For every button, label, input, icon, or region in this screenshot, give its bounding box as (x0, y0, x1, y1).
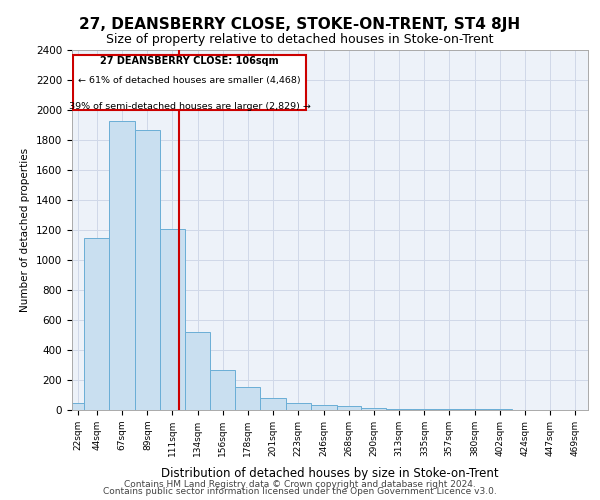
Bar (135, 130, 160, 410)
Bar (160, 228, 185, 410)
Text: 39% of semi-detached houses are larger (2,829) →: 39% of semi-detached houses are larger (… (69, 102, 311, 111)
Bar (461, 409, 487, 410)
Text: Size of property relative to detached houses in Stoke-on-Trent: Size of property relative to detached ho… (106, 32, 494, 46)
Bar (235, 387, 260, 410)
Bar (361, 408, 386, 410)
Bar (337, 406, 361, 410)
Bar (412, 409, 437, 410)
Text: 27 DEANSBERRY CLOSE: 106sqm: 27 DEANSBERRY CLOSE: 106sqm (100, 56, 279, 66)
Bar (211, 370, 235, 410)
Bar (85, 238, 109, 410)
FancyBboxPatch shape (73, 54, 306, 110)
Text: Contains HM Land Registry data © Crown copyright and database right 2024.: Contains HM Land Registry data © Crown c… (124, 480, 476, 489)
Text: Contains public sector information licensed under the Open Government Licence v3: Contains public sector information licen… (103, 488, 497, 496)
Bar (185, 332, 211, 410)
Y-axis label: Number of detached properties: Number of detached properties (20, 148, 31, 312)
Bar (437, 409, 461, 410)
Text: 27, DEANSBERRY CLOSE, STOKE-ON-TRENT, ST4 8JH: 27, DEANSBERRY CLOSE, STOKE-ON-TRENT, ST… (79, 18, 521, 32)
Bar (487, 409, 512, 410)
Text: ← 61% of detached houses are smaller (4,468): ← 61% of detached houses are smaller (4,… (79, 76, 301, 85)
Bar (386, 408, 412, 410)
X-axis label: Distribution of detached houses by size in Stoke-on-Trent: Distribution of detached houses by size … (161, 467, 499, 480)
Bar (286, 403, 311, 410)
Bar (109, 120, 135, 410)
Bar (260, 398, 286, 410)
Bar (311, 405, 337, 410)
Bar (72, 402, 85, 410)
